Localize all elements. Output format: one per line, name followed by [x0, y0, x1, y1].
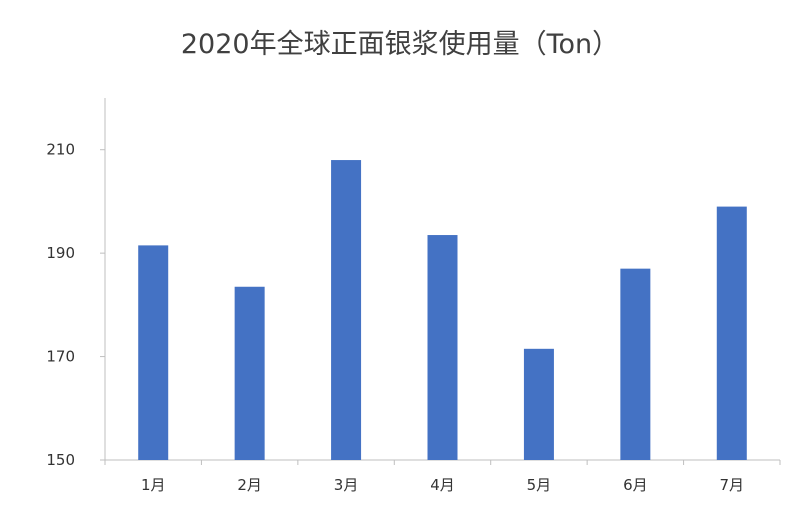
bar-5 — [523, 348, 554, 460]
bar-2 — [234, 286, 265, 460]
y-tick-label: 170 — [46, 348, 75, 366]
x-tick-label: 6月 — [623, 476, 648, 494]
x-tick-label: 3月 — [334, 476, 359, 494]
chart-title: 2020年全球正面银浆使用量（Ton） — [180, 29, 620, 60]
bars — [138, 160, 747, 461]
y-tick-label: 210 — [46, 141, 75, 159]
bar-7 — [716, 206, 747, 460]
y-axis: 150 170 190 210 — [46, 98, 106, 469]
bar-6 — [620, 268, 651, 460]
x-tick-label: 2月 — [237, 476, 262, 494]
y-tick-label: 150 — [46, 451, 75, 469]
x-tick-label: 1月 — [141, 476, 166, 494]
x-tick-label: 7月 — [720, 476, 745, 494]
bar-4 — [427, 235, 458, 460]
bar-3 — [331, 160, 362, 461]
x-tick-label: 5月 — [527, 476, 552, 494]
x-tick-label: 4月 — [430, 476, 455, 494]
y-tick-label: 190 — [46, 244, 75, 262]
bar-1 — [138, 245, 169, 460]
x-axis: 1月 2月 3月 4月 5月 6月 7月 — [104, 459, 781, 494]
